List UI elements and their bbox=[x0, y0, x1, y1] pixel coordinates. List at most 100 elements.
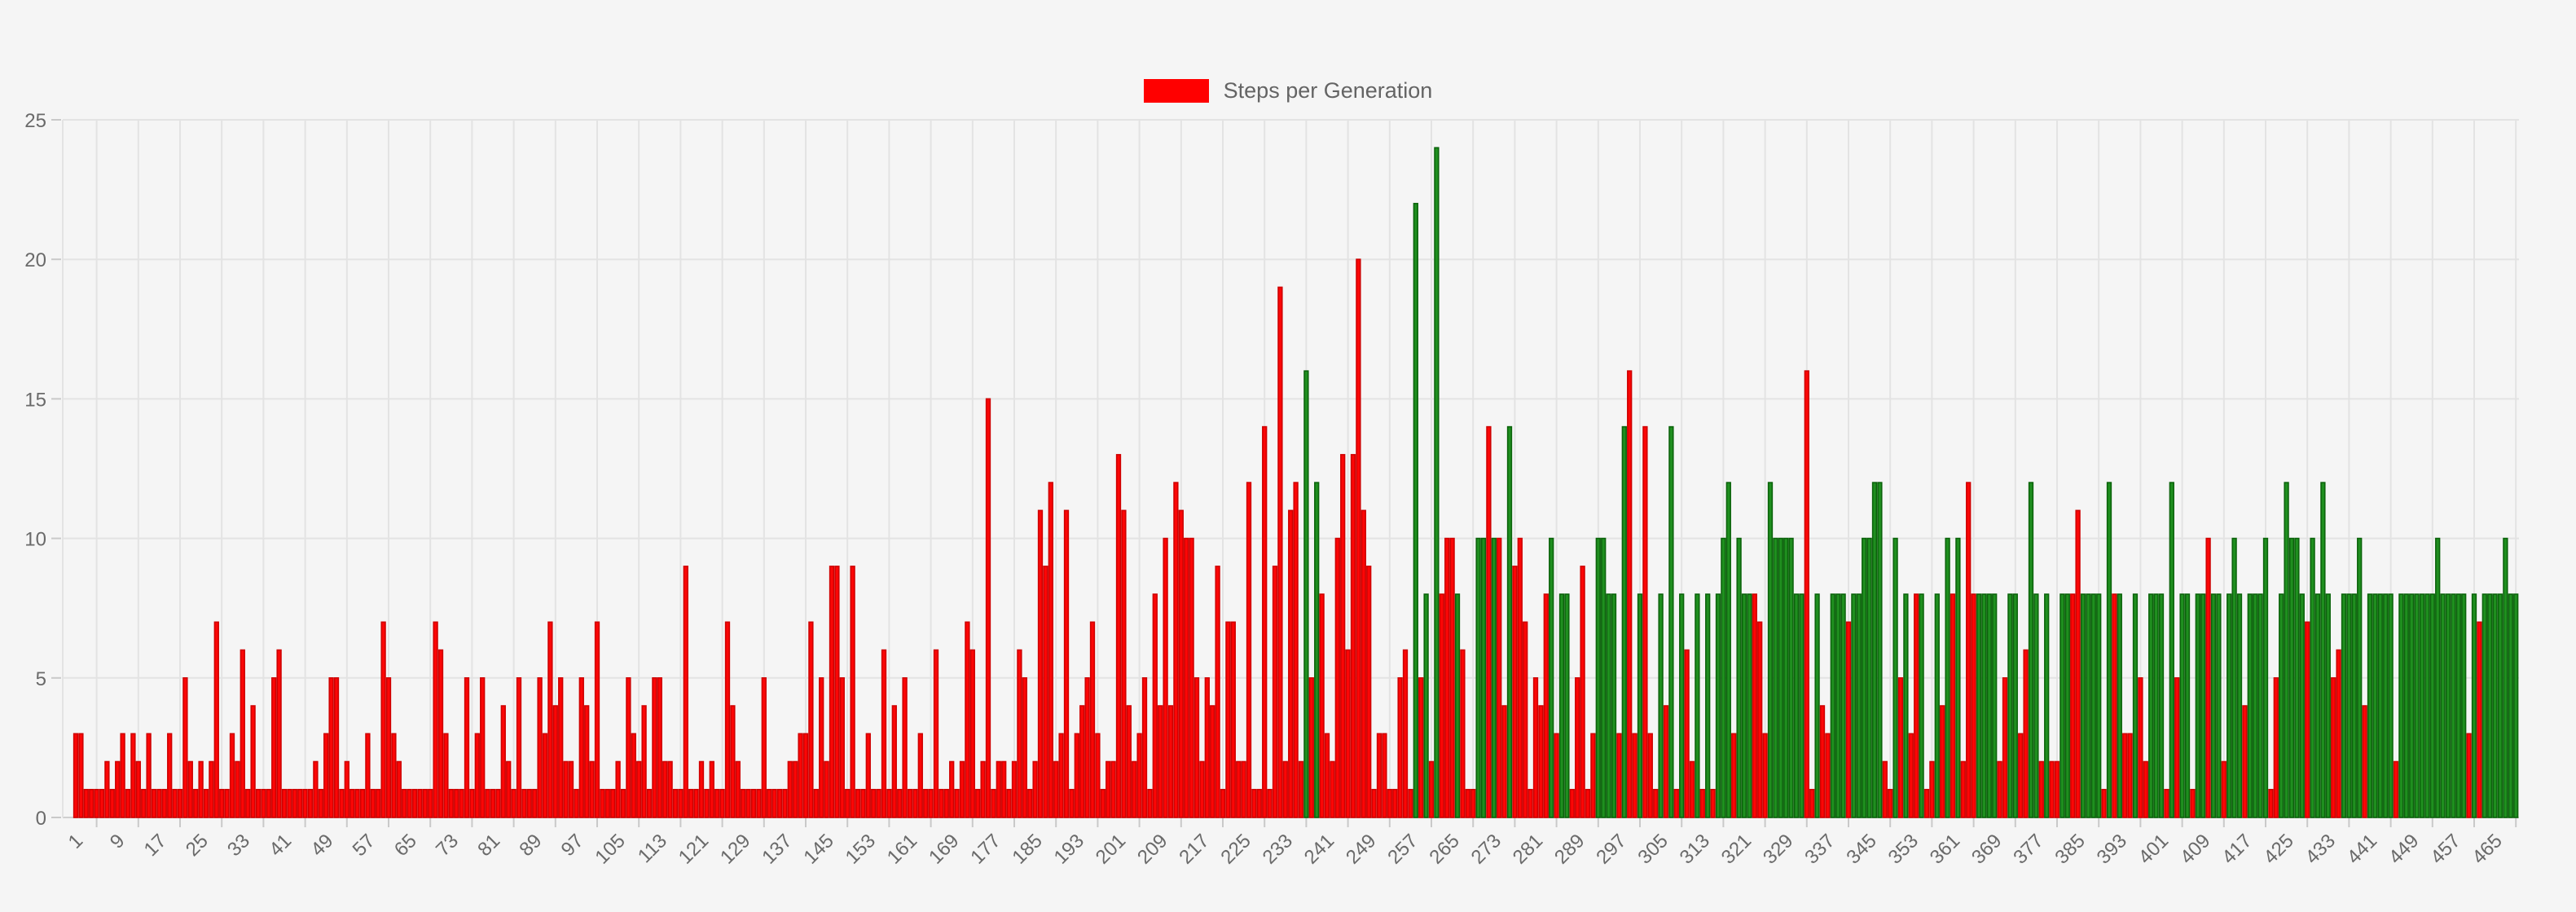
bar[interactable] bbox=[229, 733, 235, 818]
bar[interactable] bbox=[255, 788, 262, 818]
bar[interactable] bbox=[1121, 509, 1127, 818]
bar[interactable] bbox=[156, 788, 162, 818]
bar[interactable] bbox=[912, 788, 918, 818]
bar[interactable] bbox=[2122, 733, 2128, 818]
bar[interactable] bbox=[1001, 760, 1007, 818]
bar[interactable] bbox=[1334, 537, 1340, 818]
bar[interactable] bbox=[2179, 593, 2185, 818]
bar[interactable] bbox=[1428, 760, 1435, 818]
bar[interactable] bbox=[376, 788, 381, 818]
bar[interactable] bbox=[271, 676, 277, 818]
bar[interactable] bbox=[323, 733, 329, 818]
bar[interactable] bbox=[1256, 788, 1262, 818]
bar[interactable] bbox=[714, 788, 720, 818]
bar[interactable] bbox=[495, 788, 501, 818]
bar[interactable] bbox=[829, 566, 835, 818]
bar[interactable] bbox=[104, 760, 110, 818]
bar[interactable] bbox=[1960, 760, 1966, 818]
bar[interactable] bbox=[2320, 482, 2326, 818]
bar[interactable] bbox=[709, 760, 714, 818]
bar[interactable] bbox=[782, 788, 788, 818]
bar[interactable] bbox=[1762, 733, 1768, 818]
bar[interactable] bbox=[1621, 425, 1627, 818]
bar[interactable] bbox=[1523, 621, 1528, 818]
bar[interactable] bbox=[2096, 593, 2102, 818]
bar[interactable] bbox=[344, 760, 349, 818]
bar[interactable] bbox=[349, 788, 355, 818]
bar[interactable] bbox=[802, 733, 809, 818]
bar[interactable] bbox=[2195, 593, 2200, 818]
bar[interactable] bbox=[261, 788, 266, 818]
bar[interactable] bbox=[2455, 593, 2461, 818]
bar[interactable] bbox=[2127, 733, 2133, 818]
bar[interactable] bbox=[1382, 733, 1387, 818]
bar[interactable] bbox=[1340, 454, 1346, 818]
bar[interactable] bbox=[1773, 537, 1778, 818]
bar[interactable] bbox=[490, 788, 496, 818]
bar[interactable] bbox=[902, 676, 908, 818]
bar[interactable] bbox=[1184, 537, 1189, 818]
bar[interactable] bbox=[1814, 593, 1820, 818]
bar[interactable] bbox=[1627, 370, 1633, 818]
bar[interactable] bbox=[547, 621, 553, 818]
bar[interactable] bbox=[1397, 676, 1403, 818]
bar[interactable] bbox=[980, 760, 986, 818]
bar[interactable] bbox=[1402, 649, 1409, 818]
bar[interactable] bbox=[333, 676, 340, 818]
bar[interactable] bbox=[542, 733, 548, 818]
bar[interactable] bbox=[1558, 593, 1565, 818]
bar[interactable] bbox=[1767, 482, 1774, 818]
bar[interactable] bbox=[1512, 566, 1518, 818]
bar[interactable] bbox=[1825, 733, 1831, 818]
bar[interactable] bbox=[1350, 454, 1356, 818]
bar[interactable] bbox=[584, 705, 590, 818]
bar[interactable] bbox=[1549, 537, 1554, 818]
bar[interactable] bbox=[2012, 593, 2018, 818]
bar[interactable] bbox=[1892, 537, 1898, 818]
bar[interactable] bbox=[1741, 593, 1747, 818]
bar[interactable] bbox=[1465, 788, 1470, 818]
bar[interactable] bbox=[2513, 593, 2519, 818]
bar[interactable] bbox=[1725, 482, 1731, 818]
bar[interactable] bbox=[1293, 482, 1299, 818]
bar[interactable] bbox=[2435, 537, 2441, 818]
bar[interactable] bbox=[2471, 593, 2477, 818]
bar[interactable] bbox=[1914, 593, 1919, 818]
bar[interactable] bbox=[1387, 788, 1392, 818]
bar[interactable] bbox=[824, 760, 829, 818]
bar[interactable] bbox=[1793, 593, 1800, 818]
bar[interactable] bbox=[2106, 482, 2112, 818]
bar[interactable] bbox=[1032, 760, 1038, 818]
bar[interactable] bbox=[2325, 593, 2331, 818]
bar[interactable] bbox=[688, 788, 694, 818]
bar[interactable] bbox=[574, 788, 579, 818]
bar[interactable] bbox=[558, 676, 564, 818]
bar[interactable] bbox=[2054, 760, 2060, 818]
bar[interactable] bbox=[1877, 482, 1883, 818]
bar[interactable] bbox=[693, 788, 699, 818]
bar[interactable] bbox=[1543, 593, 1549, 818]
bar[interactable] bbox=[417, 788, 423, 818]
bar[interactable] bbox=[1830, 593, 1835, 818]
bar[interactable] bbox=[1653, 788, 1659, 818]
bar[interactable] bbox=[1580, 566, 1585, 818]
bar[interactable] bbox=[1058, 733, 1064, 818]
bar[interactable] bbox=[1366, 566, 1372, 818]
bar[interactable] bbox=[182, 676, 188, 818]
bar[interactable] bbox=[433, 621, 438, 818]
bar[interactable] bbox=[756, 788, 762, 818]
bar[interactable] bbox=[2429, 593, 2435, 818]
bar[interactable] bbox=[1167, 705, 1174, 818]
bar[interactable] bbox=[813, 788, 819, 818]
bar[interactable] bbox=[99, 788, 105, 818]
bar[interactable] bbox=[1454, 593, 1461, 818]
bar[interactable] bbox=[1251, 788, 1257, 818]
bar[interactable] bbox=[2351, 593, 2357, 818]
bar[interactable] bbox=[1314, 482, 1320, 818]
bar[interactable] bbox=[1757, 621, 1763, 818]
bar[interactable] bbox=[2158, 593, 2165, 818]
bar[interactable] bbox=[2508, 593, 2513, 818]
bar[interactable] bbox=[975, 788, 981, 818]
bar[interactable] bbox=[1731, 733, 1737, 818]
bar[interactable] bbox=[193, 788, 199, 818]
